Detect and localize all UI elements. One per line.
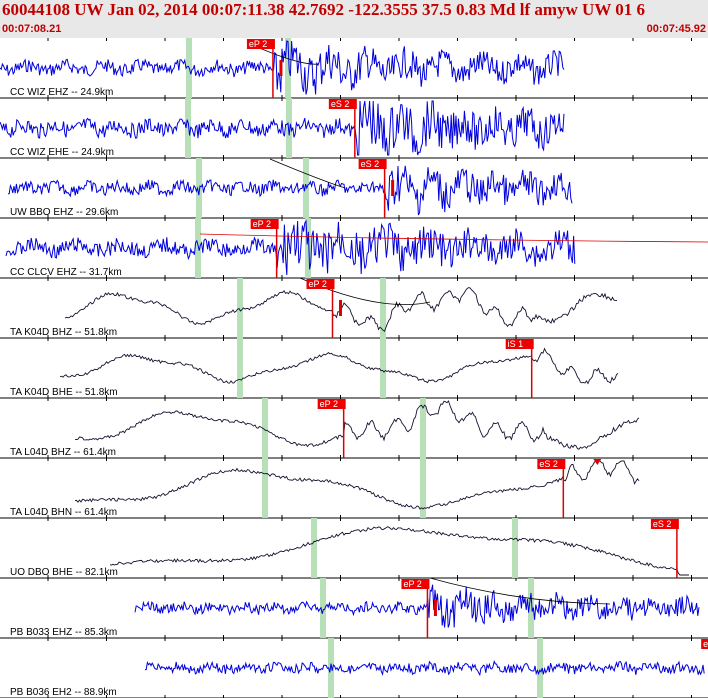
s-window-band	[512, 518, 518, 578]
p-window-band	[195, 218, 201, 278]
s-window-band	[380, 278, 386, 338]
pick-label-box[interactable]	[317, 399, 346, 409]
waveform-trace	[74, 400, 640, 450]
trace-label: TA K04D BHE -- 51.8km	[10, 387, 118, 398]
waveform-trace	[0, 100, 565, 156]
pick-label-box[interactable]	[401, 579, 430, 589]
trace-label: UO DBO BHE -- 82.1km	[10, 567, 118, 578]
s-window-band	[380, 338, 386, 398]
trace-label: PB B033 EHZ -- 85.3km	[10, 627, 117, 638]
time-start-label: 00:07:08.21	[2, 23, 62, 35]
waveform-trace	[8, 165, 573, 216]
phase-pick[interactable]: eP 2	[317, 399, 346, 458]
pick-label-box[interactable]	[250, 219, 279, 229]
pick-label-box[interactable]	[537, 459, 566, 469]
phase-pick[interactable]: eP 2	[246, 39, 275, 98]
waveform-trace	[109, 526, 689, 576]
phase-pick[interactable]: eS 2	[537, 459, 566, 518]
waveform-trace	[134, 584, 700, 628]
waveform-trace	[74, 460, 640, 510]
pick-label-box[interactable]	[306, 279, 335, 289]
phase-pick[interactable]: eS 2	[650, 519, 679, 578]
phase-pick[interactable]: eS 2	[328, 99, 357, 158]
moveout-curve	[269, 158, 346, 189]
waveform-trace	[0, 40, 565, 95]
pick-label: eP 2	[403, 579, 421, 589]
pick-label: eS 2	[539, 459, 558, 469]
p-window-band	[262, 398, 268, 458]
s-window-band	[305, 218, 311, 278]
trace-label: CC WIZ EHZ -- 24.9km	[10, 87, 113, 98]
phase-pick[interactable]: eP 2	[250, 219, 279, 278]
event-title: 60044108 UW Jan 02, 2014 00:07:11.38 42.…	[2, 0, 646, 19]
waveform-traces	[0, 40, 705, 677]
header-bar: 60044108 UW Jan 02, 2014 00:07:11.38 42.…	[0, 0, 708, 38]
pick-label: eS 2	[361, 159, 380, 169]
phase-picks[interactable]: eP 2 eS 2 eS 2 eP 2 eP 2 iS 1 eP 2 eS 2 eS 2 eP 2…	[246, 39, 708, 698]
pick-label-box[interactable]	[650, 519, 679, 529]
s-window-band	[303, 158, 309, 218]
time-end-label: 00:07:45.92	[646, 23, 706, 35]
trace-label: TA L04D BHZ -- 61.4km	[10, 447, 116, 458]
p-window-band	[237, 338, 243, 398]
phase-pick[interactable]: iS 1	[505, 339, 534, 398]
p-window-band	[320, 578, 326, 638]
pick-label-box[interactable]	[505, 339, 534, 349]
p-window-band	[328, 638, 334, 698]
time-tick-marks	[0, 38, 708, 698]
trace-label: CC WIZ EHE -- 24.9km	[10, 147, 114, 158]
pick-label: iS 1	[508, 339, 524, 349]
pick-label-box[interactable]	[328, 99, 357, 109]
pick-label: eP 2	[320, 399, 338, 409]
p-window-band	[185, 98, 191, 158]
s-window-band	[420, 458, 426, 518]
p-window-band	[311, 518, 317, 578]
waveform-trace	[59, 347, 619, 385]
s-window-band	[285, 38, 291, 98]
s-window-band	[528, 578, 534, 638]
pick-label: eS 2	[703, 639, 708, 649]
pick-label-box[interactable]	[358, 159, 387, 169]
moveout-curve	[429, 577, 611, 605]
trace-label: TA L04D BHN -- 61.4km	[10, 507, 117, 518]
seismogram-panel[interactable]: eP 2 eS 2 eS 2 eP 2 eP 2 iS 1 eP 2 eS 2 eS 2 eP 2…	[0, 38, 708, 698]
phase-pick[interactable]: eS 2	[358, 159, 387, 218]
p-window-band	[262, 458, 268, 518]
s-window-band	[286, 98, 292, 158]
trace-label: PB B036 EH2 -- 88.9km	[10, 687, 117, 698]
p-window-band	[237, 278, 243, 338]
pick-label: eS 2	[331, 99, 350, 109]
pick-label: eS 2	[653, 519, 672, 529]
pick-label: eP 2	[308, 279, 326, 289]
trace-label: CC CLCV EHZ -- 31.7km	[10, 267, 122, 278]
pick-label: eP 2	[249, 39, 267, 49]
reference-line	[199, 233, 708, 243]
s-window-band	[537, 638, 543, 698]
trace-labels: CC WIZ EHZ -- 24.9km CC WIZ EHE -- 24.9km…	[10, 87, 122, 698]
phase-pick[interactable]: eP 2	[401, 579, 430, 638]
waveform-trace	[145, 660, 705, 677]
window-bands	[185, 38, 543, 698]
p-window-band	[196, 158, 202, 218]
trace-label: TA K04D BHZ -- 51.8km	[10, 327, 117, 338]
waveform-trace	[5, 219, 576, 276]
triangle-marker	[593, 459, 602, 465]
pick-label: eP 2	[253, 219, 271, 229]
s-window-band	[420, 398, 426, 458]
pick-label-box[interactable]	[246, 39, 275, 49]
phase-pick[interactable]: eS 2	[701, 639, 708, 698]
pick-label-box[interactable]	[701, 639, 708, 649]
trace-label: UW BBO EHZ -- 29.6km	[10, 207, 118, 218]
phase-pick[interactable]: eP 2	[306, 279, 335, 338]
